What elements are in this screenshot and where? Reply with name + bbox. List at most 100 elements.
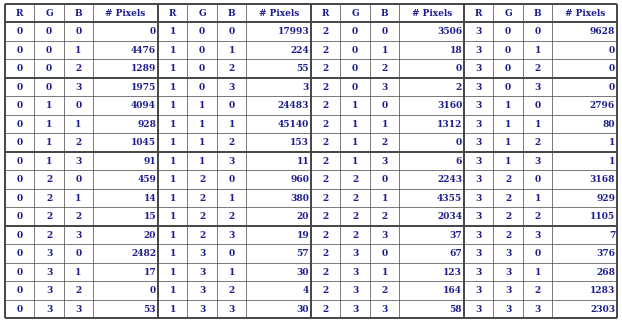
Text: 4355: 4355 xyxy=(437,194,462,203)
Text: 15: 15 xyxy=(144,212,156,221)
Text: 929: 929 xyxy=(596,194,615,203)
Text: 0: 0 xyxy=(17,120,23,129)
Text: 0: 0 xyxy=(352,82,358,91)
Text: 0: 0 xyxy=(75,27,81,36)
Text: 3: 3 xyxy=(75,82,81,91)
Text: 2: 2 xyxy=(75,286,81,295)
Text: 2: 2 xyxy=(75,64,81,73)
Text: 2034: 2034 xyxy=(437,212,462,221)
Text: 1: 1 xyxy=(534,194,541,203)
Text: 1: 1 xyxy=(170,157,176,166)
Text: 2: 2 xyxy=(75,138,81,147)
Text: 2: 2 xyxy=(323,286,329,295)
Text: # Pixels: # Pixels xyxy=(565,9,605,18)
Text: 0: 0 xyxy=(534,27,541,36)
Text: 2: 2 xyxy=(199,194,205,203)
Text: 1: 1 xyxy=(170,212,176,221)
Text: 3: 3 xyxy=(505,286,511,295)
Text: 0: 0 xyxy=(228,27,234,36)
Text: 3: 3 xyxy=(46,268,52,277)
Text: 153: 153 xyxy=(290,138,309,147)
Text: 4: 4 xyxy=(303,286,309,295)
Text: 2: 2 xyxy=(323,194,329,203)
Text: 57: 57 xyxy=(297,249,309,258)
Text: 1: 1 xyxy=(381,194,388,203)
Text: 3: 3 xyxy=(46,249,52,258)
Text: 2: 2 xyxy=(456,82,462,91)
Text: 2: 2 xyxy=(75,212,81,221)
Text: B: B xyxy=(381,9,388,18)
Text: 2: 2 xyxy=(505,175,511,184)
Text: 2: 2 xyxy=(199,175,205,184)
Text: 2: 2 xyxy=(323,157,329,166)
Text: 2: 2 xyxy=(323,231,329,240)
Text: 1: 1 xyxy=(46,157,52,166)
Text: 0: 0 xyxy=(46,46,52,55)
Text: 3: 3 xyxy=(476,212,482,221)
Text: 1: 1 xyxy=(199,157,205,166)
Text: 0: 0 xyxy=(456,138,462,147)
Text: 58: 58 xyxy=(450,305,462,314)
Text: 0: 0 xyxy=(17,286,23,295)
Text: 2: 2 xyxy=(352,231,358,240)
Text: 0: 0 xyxy=(17,175,23,184)
Text: 1: 1 xyxy=(505,138,511,147)
Text: 2: 2 xyxy=(323,120,329,129)
Text: 3: 3 xyxy=(534,231,541,240)
Text: 3: 3 xyxy=(352,268,358,277)
Text: 0: 0 xyxy=(352,46,358,55)
Text: 3: 3 xyxy=(534,305,541,314)
Text: 1: 1 xyxy=(170,138,176,147)
Text: 1: 1 xyxy=(381,120,388,129)
Text: 3: 3 xyxy=(381,305,388,314)
Text: 1045: 1045 xyxy=(131,138,156,147)
Text: 3168: 3168 xyxy=(590,175,615,184)
Text: 2: 2 xyxy=(323,101,329,110)
Text: 91: 91 xyxy=(144,157,156,166)
Text: 3: 3 xyxy=(381,82,388,91)
Text: 1: 1 xyxy=(609,138,615,147)
Text: 0: 0 xyxy=(17,64,23,73)
Text: 1975: 1975 xyxy=(131,82,156,91)
Text: 53: 53 xyxy=(144,305,156,314)
Text: 3: 3 xyxy=(476,101,482,110)
Text: 1: 1 xyxy=(505,101,511,110)
Text: 0: 0 xyxy=(17,212,23,221)
Text: 17993: 17993 xyxy=(277,27,309,36)
Text: 3: 3 xyxy=(534,157,541,166)
Text: 0: 0 xyxy=(17,101,23,110)
Text: 3: 3 xyxy=(476,175,482,184)
Text: 224: 224 xyxy=(290,46,309,55)
Text: 2: 2 xyxy=(505,212,511,221)
Text: 0: 0 xyxy=(199,82,205,91)
Text: 2: 2 xyxy=(199,212,205,221)
Text: 2: 2 xyxy=(505,194,511,203)
Text: 1: 1 xyxy=(170,101,176,110)
Text: 1: 1 xyxy=(228,46,234,55)
Text: # Pixels: # Pixels xyxy=(412,9,452,18)
Text: 2: 2 xyxy=(46,194,52,203)
Text: 0: 0 xyxy=(381,249,388,258)
Text: 3: 3 xyxy=(46,286,52,295)
Text: 1: 1 xyxy=(170,64,176,73)
Text: 0: 0 xyxy=(17,268,23,277)
Text: 3: 3 xyxy=(476,305,482,314)
Text: 2: 2 xyxy=(323,138,329,147)
Text: 0: 0 xyxy=(609,64,615,73)
Text: 3: 3 xyxy=(381,231,388,240)
Text: 2: 2 xyxy=(352,175,358,184)
Text: 3: 3 xyxy=(228,157,234,166)
Text: 1: 1 xyxy=(534,120,541,129)
Text: 2: 2 xyxy=(323,27,329,36)
Text: R: R xyxy=(322,9,330,18)
Text: 1283: 1283 xyxy=(590,286,615,295)
Text: B: B xyxy=(75,9,82,18)
Text: 0: 0 xyxy=(46,64,52,73)
Text: 1: 1 xyxy=(170,305,176,314)
Text: G: G xyxy=(351,9,359,18)
Text: 0: 0 xyxy=(352,64,358,73)
Text: 67: 67 xyxy=(450,249,462,258)
Text: 1: 1 xyxy=(75,268,81,277)
Text: 380: 380 xyxy=(290,194,309,203)
Text: 3: 3 xyxy=(534,82,541,91)
